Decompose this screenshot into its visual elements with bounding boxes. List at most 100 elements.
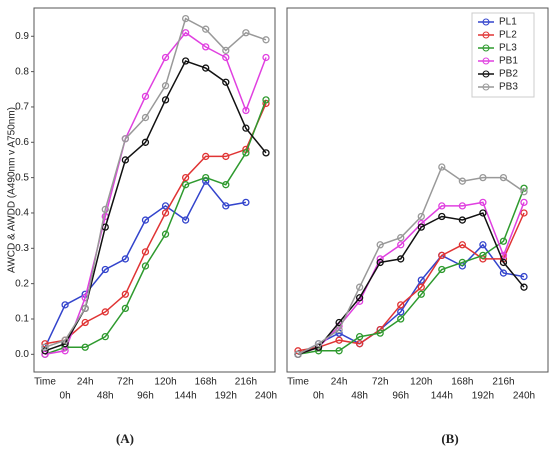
data-point xyxy=(222,53,230,62)
x-tick-label: 216h xyxy=(492,377,514,388)
y-tick-label: 0.2 xyxy=(15,278,29,289)
data-point xyxy=(499,237,508,245)
data-point xyxy=(202,43,210,51)
series-line xyxy=(297,243,525,355)
data-point xyxy=(499,258,508,267)
data-point xyxy=(161,209,170,217)
data-point xyxy=(121,304,130,313)
data-point xyxy=(121,156,130,164)
series-line xyxy=(297,165,525,355)
data-point xyxy=(202,25,210,33)
data-point xyxy=(202,152,210,161)
x-tick-label: Time xyxy=(287,377,309,388)
data-point xyxy=(479,241,487,249)
data-point xyxy=(355,333,364,341)
series-line xyxy=(44,31,267,356)
x-tick-label: 96h xyxy=(137,391,154,402)
plot-frame xyxy=(286,7,549,373)
legend-marker xyxy=(482,70,490,78)
data-point xyxy=(479,173,487,182)
legend-marker xyxy=(482,83,490,91)
y-tick-label: 0.6 xyxy=(15,137,29,148)
data-point xyxy=(101,333,109,341)
legend-label: PB2 xyxy=(499,69,518,80)
data-point xyxy=(121,290,130,298)
y-tick-label: 0.1 xyxy=(15,314,29,325)
data-point xyxy=(141,138,150,146)
data-point xyxy=(181,173,190,182)
data-point xyxy=(242,29,250,37)
data-point xyxy=(242,198,250,207)
x-tick-label: 48h xyxy=(97,391,114,402)
data-point xyxy=(458,177,467,185)
x-tick-label: 0h xyxy=(60,391,71,402)
data-point xyxy=(520,272,528,281)
data-point xyxy=(222,181,230,189)
data-point xyxy=(161,230,170,238)
data-point xyxy=(101,205,109,214)
panel-caption: (A) xyxy=(116,431,134,446)
data-point xyxy=(41,350,49,358)
series-line xyxy=(44,60,267,352)
y-tick-label: 0.9 xyxy=(15,31,29,42)
data-point xyxy=(262,149,270,157)
y-tick-label: 0.0 xyxy=(15,349,29,360)
data-point xyxy=(262,36,270,44)
data-point xyxy=(376,329,384,337)
data-point xyxy=(458,258,467,267)
data-point xyxy=(61,301,69,309)
data-point xyxy=(101,265,109,274)
data-point xyxy=(438,265,446,274)
legend-label: PL1 xyxy=(499,17,517,28)
data-point xyxy=(335,347,343,355)
data-point xyxy=(438,212,446,221)
data-point xyxy=(222,202,230,210)
data-point xyxy=(242,106,250,115)
data-point xyxy=(242,149,250,157)
data-point xyxy=(141,262,150,270)
data-point xyxy=(222,46,230,55)
data-point xyxy=(499,173,508,182)
data-point xyxy=(81,318,89,327)
data-point xyxy=(499,269,508,277)
panel-caption: (B) xyxy=(441,431,458,446)
legend-marker xyxy=(482,57,490,65)
legend-marker xyxy=(482,31,490,39)
y-tick-label: 0.4 xyxy=(15,208,29,219)
data-point xyxy=(397,301,405,309)
data-point xyxy=(242,124,250,132)
data-point xyxy=(202,173,210,182)
legend-label: PL3 xyxy=(499,43,517,54)
data-point xyxy=(262,53,270,62)
data-point xyxy=(335,325,343,334)
data-point xyxy=(355,283,364,291)
data-point xyxy=(41,347,49,355)
x-tick-label: 144h xyxy=(175,391,197,402)
series-line xyxy=(44,17,267,349)
data-point xyxy=(61,336,69,344)
data-point xyxy=(417,212,425,221)
x-tick-label: 72h xyxy=(117,377,134,388)
data-point xyxy=(101,308,109,316)
data-point xyxy=(181,57,190,65)
x-tick-label: 120h xyxy=(410,377,432,388)
data-point xyxy=(417,276,425,284)
data-point xyxy=(222,152,230,161)
data-point xyxy=(520,283,528,291)
y-tick-label: 0.5 xyxy=(15,172,29,183)
data-point xyxy=(397,255,405,263)
data-point xyxy=(438,163,446,171)
legend-marker xyxy=(482,18,490,26)
y-tick-label: 0.8 xyxy=(15,66,29,77)
data-point xyxy=(479,209,487,217)
data-point xyxy=(520,209,528,217)
data-point xyxy=(141,216,150,224)
series-line xyxy=(297,212,525,356)
data-point xyxy=(438,202,446,210)
series-line xyxy=(44,103,267,345)
x-tick-label: 144h xyxy=(431,391,453,402)
series-line xyxy=(44,179,247,348)
data-point xyxy=(479,198,487,207)
data-point xyxy=(417,223,425,231)
